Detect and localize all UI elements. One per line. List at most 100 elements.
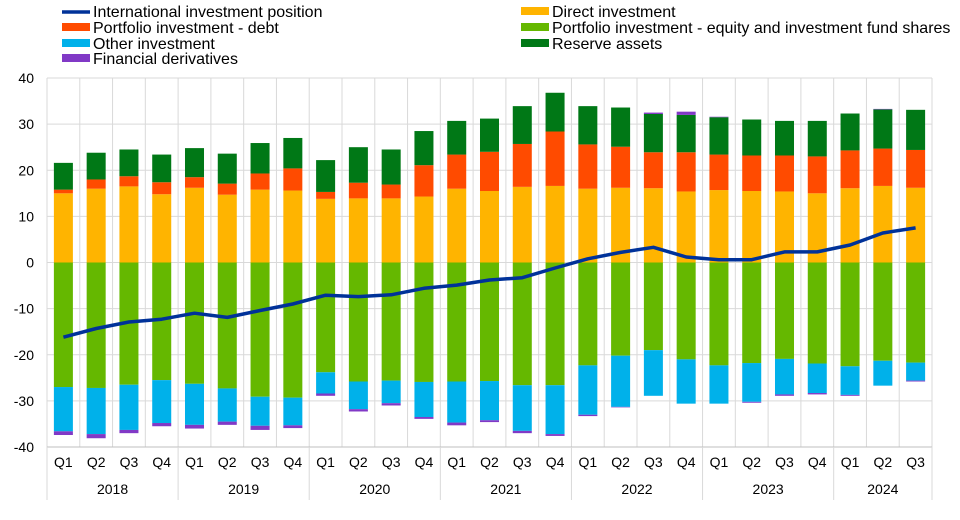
legend-swatch	[62, 39, 90, 47]
bar-segment	[414, 131, 434, 166]
y-tick-label: -40	[14, 439, 34, 455]
bar-segment	[414, 196, 434, 263]
bar-segment	[86, 188, 106, 263]
y-tick-label: 40	[18, 70, 34, 86]
x-tick-label: Q3	[513, 454, 532, 470]
bar-segment	[414, 381, 434, 418]
bar-segment	[807, 262, 827, 364]
bar-segment	[840, 366, 860, 395]
bar-segment	[316, 160, 336, 192]
bar-segment	[873, 109, 893, 149]
bar-segment	[807, 120, 827, 157]
bar-segment	[447, 154, 467, 189]
legend-label: Direct investment	[552, 4, 676, 21]
x-tick-label: Q1	[185, 454, 204, 470]
bar-segment	[578, 414, 598, 417]
bar-segment	[611, 406, 631, 408]
year-label: 2018	[97, 481, 128, 497]
bars	[53, 92, 926, 439]
bar-segment	[414, 417, 434, 419]
bar-segment	[447, 120, 467, 155]
bar-segment	[381, 149, 401, 185]
bar-segment	[906, 362, 926, 381]
x-tick-label: Q2	[873, 454, 892, 470]
bar-segment	[742, 155, 762, 192]
bar-segment	[53, 162, 73, 190]
bar-segment	[119, 384, 139, 430]
bar-segment	[643, 112, 663, 114]
bar-segment	[86, 387, 106, 435]
bar-segment	[512, 430, 532, 434]
bar-segment	[283, 137, 303, 169]
bar-segment	[316, 191, 336, 199]
bar-segment	[86, 262, 106, 388]
bar-segment	[152, 262, 172, 381]
bar-segment	[742, 119, 762, 156]
bar-segment	[217, 262, 237, 389]
bar-segment	[742, 401, 762, 403]
bar-segment	[53, 431, 73, 436]
legend-swatch	[62, 23, 90, 31]
bar-segment	[578, 365, 598, 415]
x-tick-label: Q3	[382, 454, 401, 470]
bar-segment	[381, 262, 401, 381]
bar-segment	[283, 190, 303, 263]
bar-segment	[250, 396, 270, 426]
year-label: 2020	[359, 481, 390, 497]
bar-segment	[381, 184, 401, 199]
bar-segment	[250, 143, 270, 174]
legend-label: Portfolio investment - debt	[93, 20, 279, 37]
bar-segment	[381, 403, 401, 406]
bar-segment	[676, 114, 696, 153]
y-tick-label: 20	[18, 162, 34, 178]
bar-segment	[479, 420, 500, 423]
bar-segment	[611, 146, 631, 188]
y-tick-label: 10	[18, 208, 34, 224]
bar-segment	[676, 111, 696, 115]
bar-segment	[545, 434, 565, 436]
bar-segment	[184, 148, 205, 178]
year-label: 2021	[490, 481, 521, 497]
bar-segment	[676, 152, 696, 192]
bar-segment	[53, 193, 73, 263]
bar-segment	[676, 191, 696, 263]
x-tick-label: Q4	[677, 454, 696, 470]
x-tick-label: Q2	[742, 454, 761, 470]
bar-segment	[774, 191, 795, 263]
bar-segment	[479, 262, 500, 382]
y-tick-label: -10	[14, 301, 34, 317]
bar-segment	[578, 106, 598, 145]
bar-segment	[742, 262, 762, 364]
bar-segment	[348, 262, 368, 382]
bar-segment	[53, 387, 73, 432]
bar-segment	[873, 262, 893, 361]
bar-segment	[873, 108, 893, 110]
bar-segment	[184, 383, 205, 425]
bar-segment	[774, 394, 795, 396]
bar-segment	[217, 183, 237, 195]
bar-segment	[119, 186, 139, 263]
x-tick-label: Q3	[644, 454, 663, 470]
bar-segment	[578, 262, 598, 366]
bar-segment	[807, 363, 827, 394]
bar-segment	[217, 153, 237, 184]
legend-label: Portfolio investment - equity and invest…	[552, 20, 950, 37]
x-tick-label: Q4	[808, 454, 827, 470]
legend-label: Other investment	[93, 36, 215, 53]
bar-segment	[774, 358, 795, 395]
bar-segment	[545, 385, 565, 435]
legend-swatch	[521, 39, 549, 47]
x-tick-label: Q4	[415, 454, 434, 470]
bar-segment	[906, 380, 926, 382]
x-tick-label: Q2	[611, 454, 630, 470]
bar-segment	[283, 397, 303, 426]
x-tick-label: Q4	[283, 454, 302, 470]
bar-segment	[479, 151, 500, 192]
bar-segment	[873, 148, 893, 186]
bar-segment	[512, 262, 532, 386]
bar-segment	[414, 262, 434, 382]
bar-segment	[283, 262, 303, 398]
bar-segment	[742, 191, 762, 263]
bar-segment	[709, 190, 729, 263]
